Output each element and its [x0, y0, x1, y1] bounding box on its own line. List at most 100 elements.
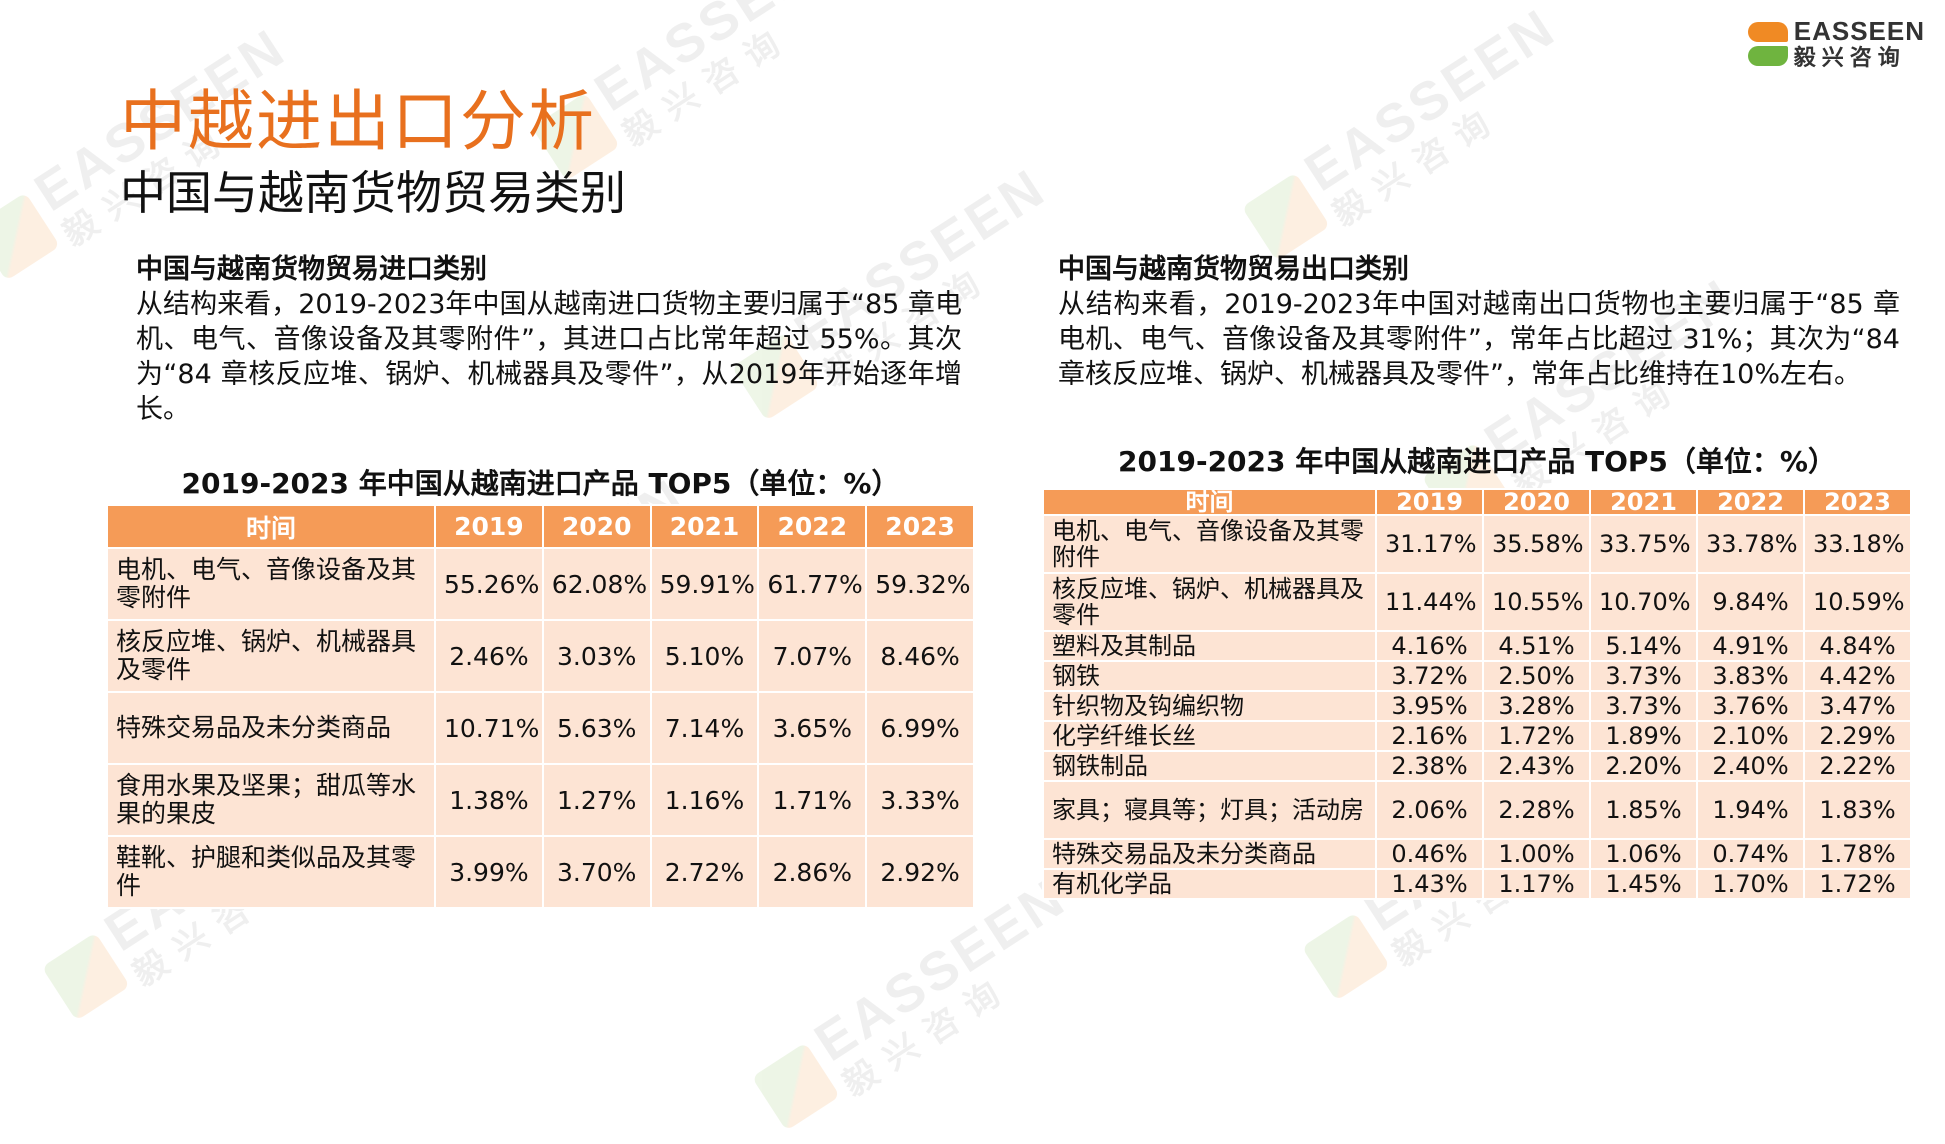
table-cell: 59.91% — [649, 547, 760, 621]
table-row: 核反应堆、锅炉、机械器具及零件 11.44% 10.55% 10.70% 9.84% 10… — [1042, 572, 1912, 632]
export-table: 时间 2019 2020 2021 2022 2023 电机、电气、音像设备及其… — [1042, 488, 1912, 900]
table-cell: 10.55% — [1482, 572, 1591, 632]
table-cell: 1.00% — [1482, 838, 1591, 870]
table-cell: 1.72% — [1803, 868, 1912, 900]
table-row: 核反应堆、锅炉、机械器具及零件 2.46% 3.03% 5.10% 7.07% 8.46% — [106, 619, 975, 693]
table-cell: 35.58% — [1482, 514, 1591, 574]
export-heading: 中国与越南货物贸易出口类别 — [1058, 254, 1409, 285]
column-header: 2023 — [865, 504, 975, 549]
table-cell: 11.44% — [1375, 572, 1484, 632]
table-cell: 3.33% — [865, 763, 975, 837]
table-cell: 55.26% — [434, 547, 544, 621]
table-cell: 1.85% — [1589, 780, 1698, 840]
table-row: 特殊交易品及未分类商品 10.71% 5.63% 7.14% 3.65% 6.99% — [106, 691, 975, 765]
column-header: 2021 — [649, 504, 760, 549]
row-label: 核反应堆、锅炉、机械器具及零件 — [1042, 572, 1377, 632]
table-cell: 1.70% — [1696, 868, 1805, 900]
table-cell: 0.46% — [1375, 838, 1484, 870]
table-cell: 3.72% — [1375, 660, 1484, 692]
table-row: 鞋靴、护腿和类似品及其零件 3.99% 3.70% 2.72% 2.86% 2.92% — [106, 835, 975, 909]
table-cell: 3.47% — [1803, 690, 1912, 722]
table-cell: 3.73% — [1589, 690, 1698, 722]
table-cell: 2.72% — [649, 835, 760, 909]
import-text-block: 中国与越南货物贸易进口类别 从结构来看，2019-2023年中国从越南进口货物主… — [136, 252, 962, 427]
export-table-title: 2019-2023 年中国从越南进口产品 TOP5（单位：%） — [1118, 445, 1836, 478]
column-header: 2019 — [434, 504, 544, 549]
table-cell: 0.74% — [1696, 838, 1805, 870]
row-label: 钢铁制品 — [1042, 750, 1377, 782]
table-cell: 2.43% — [1482, 750, 1591, 782]
import-paragraph: 从结构来看，2019-2023年中国从越南进口货物主要归属于“85 章电机、电气… — [136, 289, 962, 425]
table-cell: 3.73% — [1589, 660, 1698, 692]
table-cell: 7.07% — [757, 619, 868, 693]
table-row: 电机、电气、音像设备及其零附件 31.17% 35.58% 33.75% 33.78% 3… — [1042, 514, 1912, 574]
table-cell: 1.16% — [649, 763, 760, 837]
table-cell: 3.28% — [1482, 690, 1591, 722]
column-header: 2020 — [541, 504, 652, 549]
column-header: 2021 — [1589, 488, 1698, 516]
row-label: 塑料及其制品 — [1042, 630, 1377, 662]
table-cell: 1.89% — [1589, 720, 1698, 752]
column-header: 2019 — [1375, 488, 1484, 516]
table-cell: 7.14% — [649, 691, 760, 765]
table-cell: 5.63% — [541, 691, 652, 765]
row-label: 特殊交易品及未分类商品 — [106, 691, 436, 765]
table-cell: 3.65% — [757, 691, 868, 765]
table-cell: 2.46% — [434, 619, 544, 693]
table-row: 化学纤维长丝 2.16% 1.72% 1.89% 2.10% 2.29% — [1042, 720, 1912, 752]
table-cell: 3.83% — [1696, 660, 1805, 692]
table-cell: 4.84% — [1803, 630, 1912, 662]
table-cell: 33.75% — [1589, 514, 1698, 574]
table-cell: 2.29% — [1803, 720, 1912, 752]
row-label: 鞋靴、护腿和类似品及其零件 — [106, 835, 436, 909]
table-cell: 2.16% — [1375, 720, 1484, 752]
row-label: 电机、电气、音像设备及其零附件 — [1042, 514, 1377, 574]
table-cell: 8.46% — [865, 619, 975, 693]
column-header: 2022 — [1696, 488, 1805, 516]
row-label: 核反应堆、锅炉、机械器具及零件 — [106, 619, 436, 693]
table-cell: 33.18% — [1803, 514, 1912, 574]
table-cell: 31.17% — [1375, 514, 1484, 574]
table-cell: 2.86% — [757, 835, 868, 909]
table-cell: 62.08% — [541, 547, 652, 621]
table-cell: 4.91% — [1696, 630, 1805, 662]
row-label: 食用水果及坚果；甜瓜等水果的果皮 — [106, 763, 436, 837]
table-cell: 1.27% — [541, 763, 652, 837]
row-label: 特殊交易品及未分类商品 — [1042, 838, 1377, 870]
table-cell: 3.70% — [541, 835, 652, 909]
table-cell: 6.99% — [865, 691, 975, 765]
table-cell: 59.32% — [865, 547, 975, 621]
brand-logo: EASSEEN 毅兴咨询 — [1747, 16, 1925, 69]
table-cell: 1.38% — [434, 763, 544, 837]
table-cell: 2.38% — [1375, 750, 1484, 782]
table-cell: 2.40% — [1696, 750, 1805, 782]
column-header: 时间 — [106, 504, 436, 549]
table-cell: 2.22% — [1803, 750, 1912, 782]
logo-brand: EASSEEN — [1793, 16, 1925, 46]
table-cell: 33.78% — [1696, 514, 1805, 574]
export-text-block: 中国与越南货物贸易出口类别 从结构来看，2019-2023年中国对越南出口货物也… — [1058, 252, 1900, 392]
column-header: 2022 — [757, 504, 868, 549]
table-cell: 10.59% — [1803, 572, 1912, 632]
table-row: 食用水果及坚果；甜瓜等水果的果皮 1.38% 1.27% 1.16% 1.71% 3.33… — [106, 763, 975, 837]
table-cell: 5.10% — [649, 619, 760, 693]
table-cell: 4.16% — [1375, 630, 1484, 662]
import-table: 时间 2019 2020 2021 2022 2023 电机、电气、音像设备及其… — [106, 504, 975, 909]
row-label: 电机、电气、音像设备及其零附件 — [106, 547, 436, 621]
import-heading: 中国与越南货物贸易进口类别 — [136, 254, 487, 285]
table-cell: 1.43% — [1375, 868, 1484, 900]
table-cell: 61.77% — [757, 547, 868, 621]
table-cell: 1.78% — [1803, 838, 1912, 870]
table-row: 家具；寝具等；灯具；活动房 2.06% 2.28% 1.85% 1.94% 1.83% — [1042, 780, 1912, 840]
page-title: 中越进出口分析 — [120, 83, 596, 160]
row-label: 针织物及钩编织物 — [1042, 690, 1377, 722]
table-cell: 3.03% — [541, 619, 652, 693]
row-label: 钢铁 — [1042, 660, 1377, 692]
table-cell: 1.17% — [1482, 868, 1591, 900]
table-cell: 2.50% — [1482, 660, 1591, 692]
table-header-row: 时间 2019 2020 2021 2022 2023 — [106, 504, 975, 549]
table-cell: 3.76% — [1696, 690, 1805, 722]
table-cell: 2.06% — [1375, 780, 1484, 840]
